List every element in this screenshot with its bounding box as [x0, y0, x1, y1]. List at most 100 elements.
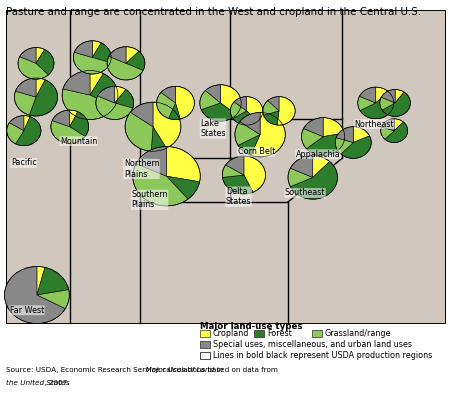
Wedge shape: [37, 290, 69, 309]
Wedge shape: [74, 41, 92, 57]
Wedge shape: [29, 80, 58, 116]
Wedge shape: [70, 110, 78, 127]
FancyBboxPatch shape: [312, 330, 322, 337]
Wedge shape: [98, 86, 115, 103]
Text: Forest: Forest: [267, 329, 292, 338]
Wedge shape: [18, 57, 48, 79]
FancyBboxPatch shape: [200, 352, 210, 359]
Wedge shape: [52, 110, 70, 127]
Wedge shape: [394, 119, 404, 131]
Text: Southern
Plains: Southern Plains: [131, 190, 168, 209]
Wedge shape: [16, 117, 41, 146]
Wedge shape: [240, 112, 260, 135]
Wedge shape: [353, 127, 369, 143]
Wedge shape: [306, 133, 345, 156]
FancyBboxPatch shape: [200, 330, 210, 337]
Wedge shape: [90, 74, 118, 107]
Wedge shape: [151, 127, 166, 151]
Text: , 2007.: , 2007.: [6, 380, 70, 386]
Text: Special uses, miscellaneous, and urban land uses: Special uses, miscellaneous, and urban l…: [213, 340, 412, 349]
Wedge shape: [251, 112, 285, 157]
Wedge shape: [24, 116, 30, 131]
Wedge shape: [288, 168, 313, 187]
Wedge shape: [360, 91, 394, 119]
Wedge shape: [96, 96, 133, 120]
Text: Cropland: Cropland: [213, 329, 249, 338]
Wedge shape: [92, 43, 111, 63]
Wedge shape: [380, 97, 395, 110]
Wedge shape: [15, 78, 36, 97]
Wedge shape: [37, 267, 45, 295]
Wedge shape: [268, 97, 279, 111]
Wedge shape: [130, 102, 153, 127]
Wedge shape: [247, 97, 263, 121]
Wedge shape: [153, 102, 181, 148]
Wedge shape: [14, 91, 36, 115]
Wedge shape: [381, 127, 394, 139]
Wedge shape: [234, 97, 247, 111]
Wedge shape: [277, 97, 295, 125]
Wedge shape: [107, 56, 143, 80]
Text: Delta
States: Delta States: [226, 187, 252, 206]
Wedge shape: [238, 135, 260, 155]
Wedge shape: [222, 165, 244, 177]
Wedge shape: [37, 267, 69, 295]
Wedge shape: [381, 89, 395, 103]
Wedge shape: [385, 122, 408, 143]
Wedge shape: [323, 118, 344, 137]
Wedge shape: [166, 176, 200, 199]
Text: Far West: Far West: [10, 306, 44, 315]
Wedge shape: [263, 101, 279, 115]
Text: Pacific: Pacific: [11, 158, 36, 168]
Text: Source: USDA, Economic Research Service calculations based on data from: Source: USDA, Economic Research Service …: [6, 367, 280, 373]
Wedge shape: [157, 92, 176, 118]
Text: Northern
Plains: Northern Plains: [124, 159, 159, 179]
Text: Major land-use types: Major land-use types: [200, 322, 303, 331]
Wedge shape: [169, 103, 180, 120]
Text: Major Uses of Land in: Major Uses of Land in: [6, 367, 224, 373]
Wedge shape: [230, 102, 247, 118]
FancyBboxPatch shape: [6, 10, 445, 323]
Wedge shape: [36, 78, 45, 97]
Wedge shape: [205, 85, 220, 103]
Wedge shape: [90, 70, 104, 95]
Wedge shape: [290, 156, 313, 177]
Wedge shape: [233, 111, 258, 125]
Text: the United States: the United States: [6, 380, 70, 386]
Wedge shape: [9, 116, 24, 131]
Wedge shape: [382, 92, 410, 116]
Wedge shape: [161, 86, 176, 103]
Wedge shape: [264, 111, 279, 125]
Wedge shape: [290, 162, 338, 199]
Wedge shape: [358, 96, 376, 110]
Wedge shape: [360, 87, 376, 103]
Wedge shape: [176, 86, 194, 119]
Wedge shape: [115, 86, 126, 103]
Wedge shape: [115, 89, 134, 108]
Wedge shape: [304, 118, 323, 137]
Wedge shape: [63, 70, 90, 95]
Wedge shape: [376, 87, 388, 103]
Wedge shape: [125, 112, 153, 151]
Text: Southeast: Southeast: [285, 188, 325, 198]
Wedge shape: [220, 85, 241, 114]
Wedge shape: [201, 103, 236, 121]
Wedge shape: [235, 122, 260, 145]
Text: Appalachia: Appalachia: [296, 150, 340, 159]
Wedge shape: [20, 48, 36, 63]
Wedge shape: [166, 147, 200, 182]
Wedge shape: [395, 89, 404, 103]
Wedge shape: [341, 136, 371, 158]
Wedge shape: [302, 129, 323, 149]
Wedge shape: [336, 127, 353, 143]
Text: Corn Belt: Corn Belt: [238, 147, 275, 156]
Wedge shape: [313, 156, 330, 177]
Text: Pasture and range are concentrated in the West and cropland in the Central U.S.: Pasture and range are concentrated in th…: [6, 7, 421, 17]
Wedge shape: [200, 91, 220, 110]
Wedge shape: [335, 138, 353, 154]
Wedge shape: [244, 156, 266, 192]
Wedge shape: [36, 48, 45, 63]
Wedge shape: [109, 47, 126, 63]
Wedge shape: [381, 119, 394, 131]
Wedge shape: [126, 51, 145, 70]
